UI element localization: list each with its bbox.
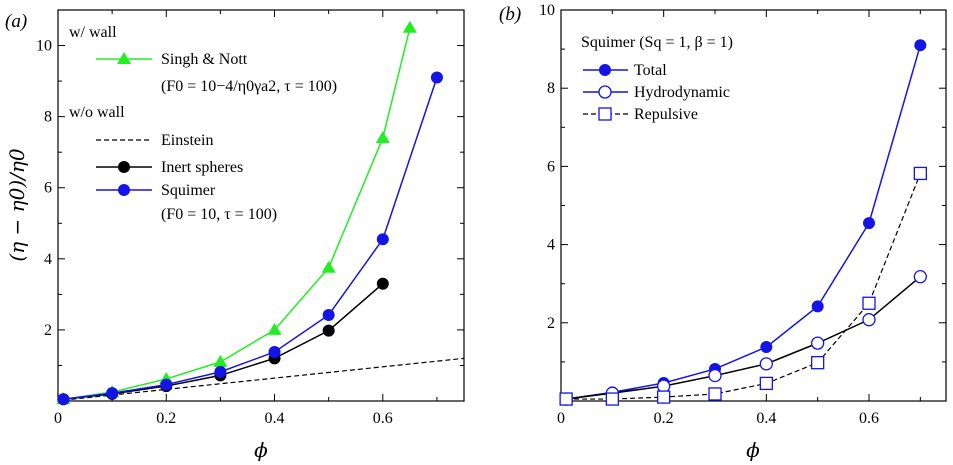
panel-a-ticks: 0 0.2 0.4 0.6 2 4 6 8 10 xyxy=(36,10,464,427)
data-point-repulsive xyxy=(913,166,927,181)
series-line-total xyxy=(566,44,922,400)
legend-singh-label: Singh & Nott xyxy=(161,51,248,68)
data-point-singh-nott xyxy=(375,130,390,143)
series-line-hydrodynamic xyxy=(566,276,921,400)
panel-b: (b) ϕ 0 0.2 0.4 0.6 2 4 6 8 10 Squimer (Sq = 1, … xyxy=(499,2,947,462)
data-point-squimer xyxy=(430,71,443,84)
data-point-hydrodynamic xyxy=(708,368,722,383)
panel-b-title: Squimer (Sq = 1, β = 1) xyxy=(581,34,733,51)
data-point-repulsive xyxy=(559,392,573,406)
legend-singh-triangle-marker xyxy=(117,52,131,64)
series-line-squimer xyxy=(63,77,438,400)
x-tick-label: 0.2 xyxy=(156,410,176,427)
data-point-repulsive xyxy=(605,392,619,406)
legend-inert-marker xyxy=(118,161,130,173)
x-tick-label: 0.4 xyxy=(756,410,776,427)
legend-einstein-label: Einstein xyxy=(161,132,213,149)
data-point-singh-nott xyxy=(402,20,417,33)
data-point-inert-spheres xyxy=(376,277,389,290)
legend-total-label: Total xyxy=(634,62,667,79)
data-point-repulsive xyxy=(811,356,825,370)
data-point-squimer xyxy=(322,308,335,321)
data-point-squimer xyxy=(376,233,389,246)
legend-singh-note: (F0 = 10−4/η0γa2, τ = 100) xyxy=(161,78,337,95)
y-tick-label: 10 xyxy=(539,2,555,19)
data-point-hydrodynamic xyxy=(657,379,671,393)
legend-hydro-label: Hydrodynamic xyxy=(634,84,730,101)
x-tick-label: 0 xyxy=(557,410,565,427)
x-tick-label: 0.6 xyxy=(373,410,393,427)
panel-a-y-axis-label: (η − η0)/η0 xyxy=(5,148,29,261)
y-tick-label: 8 xyxy=(44,109,52,126)
data-point-total xyxy=(863,217,875,230)
panel-a-label: (a) xyxy=(5,11,27,32)
legend-squimer-marker xyxy=(118,184,130,196)
panel-b-series xyxy=(559,39,927,406)
legend-inert-label: Inert spheres xyxy=(161,159,243,176)
data-point-singh-nott xyxy=(267,322,282,335)
x-tick-label: 0.2 xyxy=(654,410,674,427)
panel-a-series xyxy=(56,20,465,406)
legend-total-marker xyxy=(599,64,611,76)
panel-a-frame xyxy=(57,9,465,402)
data-point-hydrodynamic xyxy=(862,313,876,327)
data-point-hydrodynamic xyxy=(913,270,927,284)
panel-b-legend: Squimer (Sq = 1, β = 1) Total Hydrodynam… xyxy=(581,34,733,123)
panel-b-x-axis-label: ϕ xyxy=(746,438,760,462)
data-point-squimer xyxy=(106,387,119,400)
panel-b-ticks: 0 0.2 0.4 0.6 2 4 6 8 10 xyxy=(539,2,946,427)
y-tick-label: 10 xyxy=(36,38,52,55)
y-tick-label: 8 xyxy=(547,80,555,97)
y-tick-label: 6 xyxy=(547,158,555,175)
y-tick-label: 2 xyxy=(44,322,52,339)
data-point-squimer xyxy=(160,378,173,391)
data-point-repulsive xyxy=(759,376,773,391)
y-tick-label: 6 xyxy=(44,180,52,197)
data-point-squimer xyxy=(57,393,70,406)
panel-a-x-axis-label: ϕ xyxy=(254,438,268,462)
panel-a-legend: w/ wall Singh & Nott (F0 = 10−4/η0γa2, τ… xyxy=(69,24,337,223)
panel-b-frame xyxy=(560,9,947,402)
data-point-total xyxy=(914,39,927,52)
panel-a: (a) ϕ (η − η0)/η0 0 0.2 0.4 0.6 2 4 6 8 10 w/ wa… xyxy=(5,9,465,462)
data-point-repulsive xyxy=(862,296,876,310)
legend-repulsive-marker xyxy=(598,107,612,121)
legend-repulsive-label: Repulsive xyxy=(634,106,698,123)
legend-nowall-header: w/o wall xyxy=(69,104,125,121)
y-tick-label: 4 xyxy=(44,251,52,268)
x-tick-label: 0.6 xyxy=(859,410,879,427)
data-point-hydrodynamic xyxy=(811,336,825,350)
data-point-total xyxy=(760,341,773,354)
series-line-inert-spheres xyxy=(63,283,384,400)
data-point-squimer xyxy=(268,345,281,358)
legend-squimer-note: (F0 = 10, τ = 100) xyxy=(161,206,277,223)
data-point-singh-nott xyxy=(321,260,336,273)
series-line-repulsive xyxy=(566,173,921,400)
y-tick-label: 2 xyxy=(547,315,555,332)
panel-b-label: (b) xyxy=(499,4,521,25)
y-tick-label: 4 xyxy=(547,237,555,254)
data-point-squimer xyxy=(214,365,227,378)
data-point-singh-nott xyxy=(213,354,228,367)
series-line-singh-nott xyxy=(63,27,411,400)
data-point-repulsive xyxy=(708,387,722,401)
series-line-einstein xyxy=(63,357,465,401)
x-tick-label: 0 xyxy=(54,410,62,427)
data-point-hydrodynamic xyxy=(759,357,773,371)
data-point-inert-spheres xyxy=(322,324,335,337)
x-tick-label: 0.4 xyxy=(265,410,285,427)
legend-squimer-label: Squimer xyxy=(161,182,216,199)
data-point-repulsive xyxy=(657,390,671,404)
legend-hydro-marker xyxy=(598,85,612,99)
data-point-total xyxy=(811,300,824,313)
legend-wall-header: w/ wall xyxy=(69,24,117,41)
